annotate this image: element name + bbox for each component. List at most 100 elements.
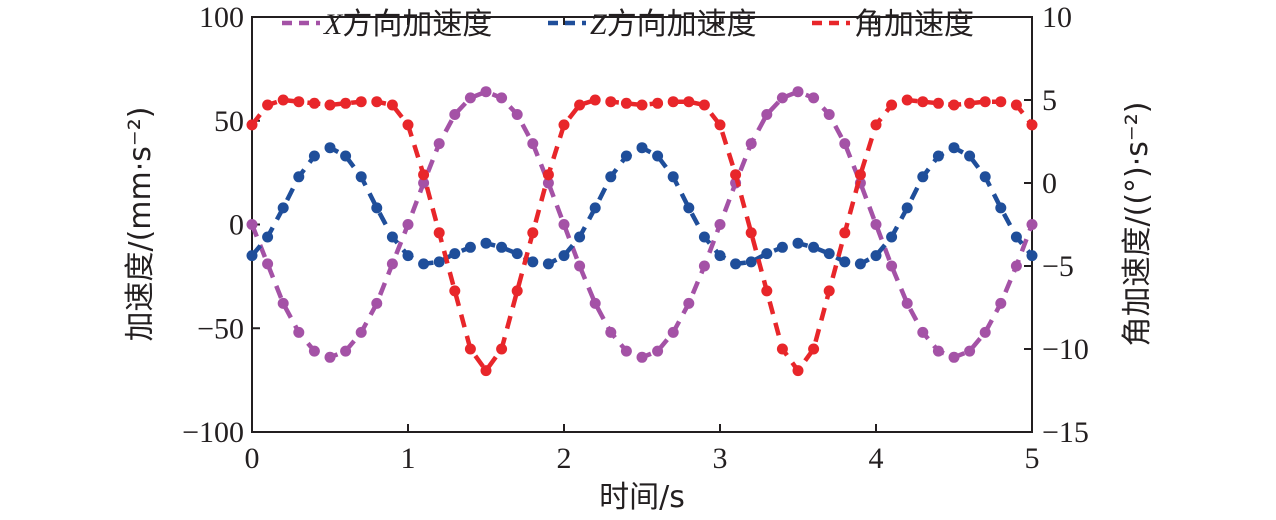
data-point: [1010, 260, 1022, 272]
legend-item: X方向加速度: [282, 7, 492, 42]
data-point: [636, 351, 648, 363]
data-point: [371, 297, 383, 309]
data-point: [324, 351, 336, 363]
data-point: [480, 365, 492, 377]
data-point: [527, 138, 539, 150]
x-tick-label: 0: [245, 442, 260, 475]
data-point: [948, 351, 960, 363]
data-point: [511, 248, 523, 260]
data-point: [792, 365, 804, 377]
x-tick-label: 3: [713, 442, 728, 475]
data-point: [418, 169, 430, 181]
data-point: [854, 169, 866, 181]
data-point: [355, 96, 367, 108]
x-tick-label: 5: [1025, 442, 1040, 475]
data-point: [948, 99, 960, 111]
data-point: [542, 258, 554, 270]
data-point: [246, 219, 258, 230]
data-point: [730, 169, 742, 181]
data-point: [979, 326, 991, 338]
data-point: [308, 345, 320, 357]
data-point: [964, 97, 976, 109]
data-point: [901, 297, 913, 309]
data-point: [324, 99, 336, 111]
series-2: [246, 94, 1038, 377]
data-point: [714, 219, 726, 230]
y-left-tick-label: −100: [182, 416, 244, 449]
data-point: [745, 256, 757, 268]
data-point: [761, 285, 773, 297]
y-right-tick-label: −15: [1042, 416, 1089, 449]
y-right-tick-label: 5: [1042, 84, 1057, 117]
data-point: [698, 260, 710, 272]
data-point: [402, 250, 414, 262]
data-point: [854, 258, 866, 270]
y-axis-right-title: 角加速度/((°)·s⁻²): [1120, 102, 1155, 347]
data-point: [355, 326, 367, 338]
data-point: [542, 169, 554, 181]
legend-text: 方向加速度: [342, 7, 492, 42]
data-point: [683, 202, 695, 214]
legend-text: 角加速度: [854, 7, 974, 42]
data-point: [418, 177, 430, 189]
data-point: [823, 248, 835, 260]
data-point: [527, 227, 539, 239]
data-point: [948, 142, 960, 154]
data-point: [402, 119, 414, 131]
data-point: [652, 97, 664, 109]
data-point: [683, 297, 695, 309]
data-point: [605, 326, 617, 338]
data-point: [776, 343, 788, 355]
data-point: [932, 150, 944, 162]
data-point: [823, 109, 835, 120]
data-point: [932, 97, 944, 109]
data-point: [917, 326, 929, 338]
data-point: [605, 171, 617, 183]
data-point: [589, 94, 601, 106]
data-point: [667, 326, 679, 338]
data-point: [418, 258, 430, 270]
data-point: [340, 97, 352, 109]
data-point: [496, 343, 508, 355]
data-point: [277, 202, 289, 214]
data-point: [776, 92, 788, 104]
legend-label: 角加速度: [854, 7, 974, 42]
y-left-tick-label: 0: [229, 209, 244, 242]
plot-frame: [251, 16, 1033, 433]
data-point: [886, 231, 898, 243]
data-point: [698, 99, 710, 111]
data-point: [917, 96, 929, 108]
data-point: [1026, 250, 1038, 262]
data-point: [886, 99, 898, 111]
data-point: [574, 260, 586, 272]
legend: X方向加速度 Z方向加速度 角加速度: [282, 7, 974, 42]
data-point: [901, 202, 913, 214]
data-point: [355, 171, 367, 183]
x-tick-label: 2: [557, 442, 572, 475]
axes: [251, 16, 1033, 433]
data-point: [1026, 119, 1038, 131]
data-point: [542, 177, 554, 189]
series-1: [246, 142, 1038, 270]
data-point: [449, 248, 461, 260]
data-point: [667, 171, 679, 183]
data-point: [808, 343, 820, 355]
data-point: [761, 248, 773, 260]
data-point: [340, 345, 352, 357]
series-layer: [246, 86, 1038, 377]
data-point: [823, 285, 835, 297]
data-point: [464, 241, 476, 253]
data-point: [667, 96, 679, 108]
data-point: [917, 171, 929, 183]
y-left-tick-label: 100: [199, 1, 244, 34]
legend-label: Z方向加速度: [590, 7, 757, 42]
legend-text: 方向加速度: [607, 7, 757, 42]
data-point: [558, 250, 570, 262]
data-point: [308, 150, 320, 162]
data-point: [714, 250, 726, 262]
data-point: [589, 202, 601, 214]
data-point: [714, 119, 726, 131]
data-point: [620, 150, 632, 162]
series-line: [250, 97, 1034, 375]
